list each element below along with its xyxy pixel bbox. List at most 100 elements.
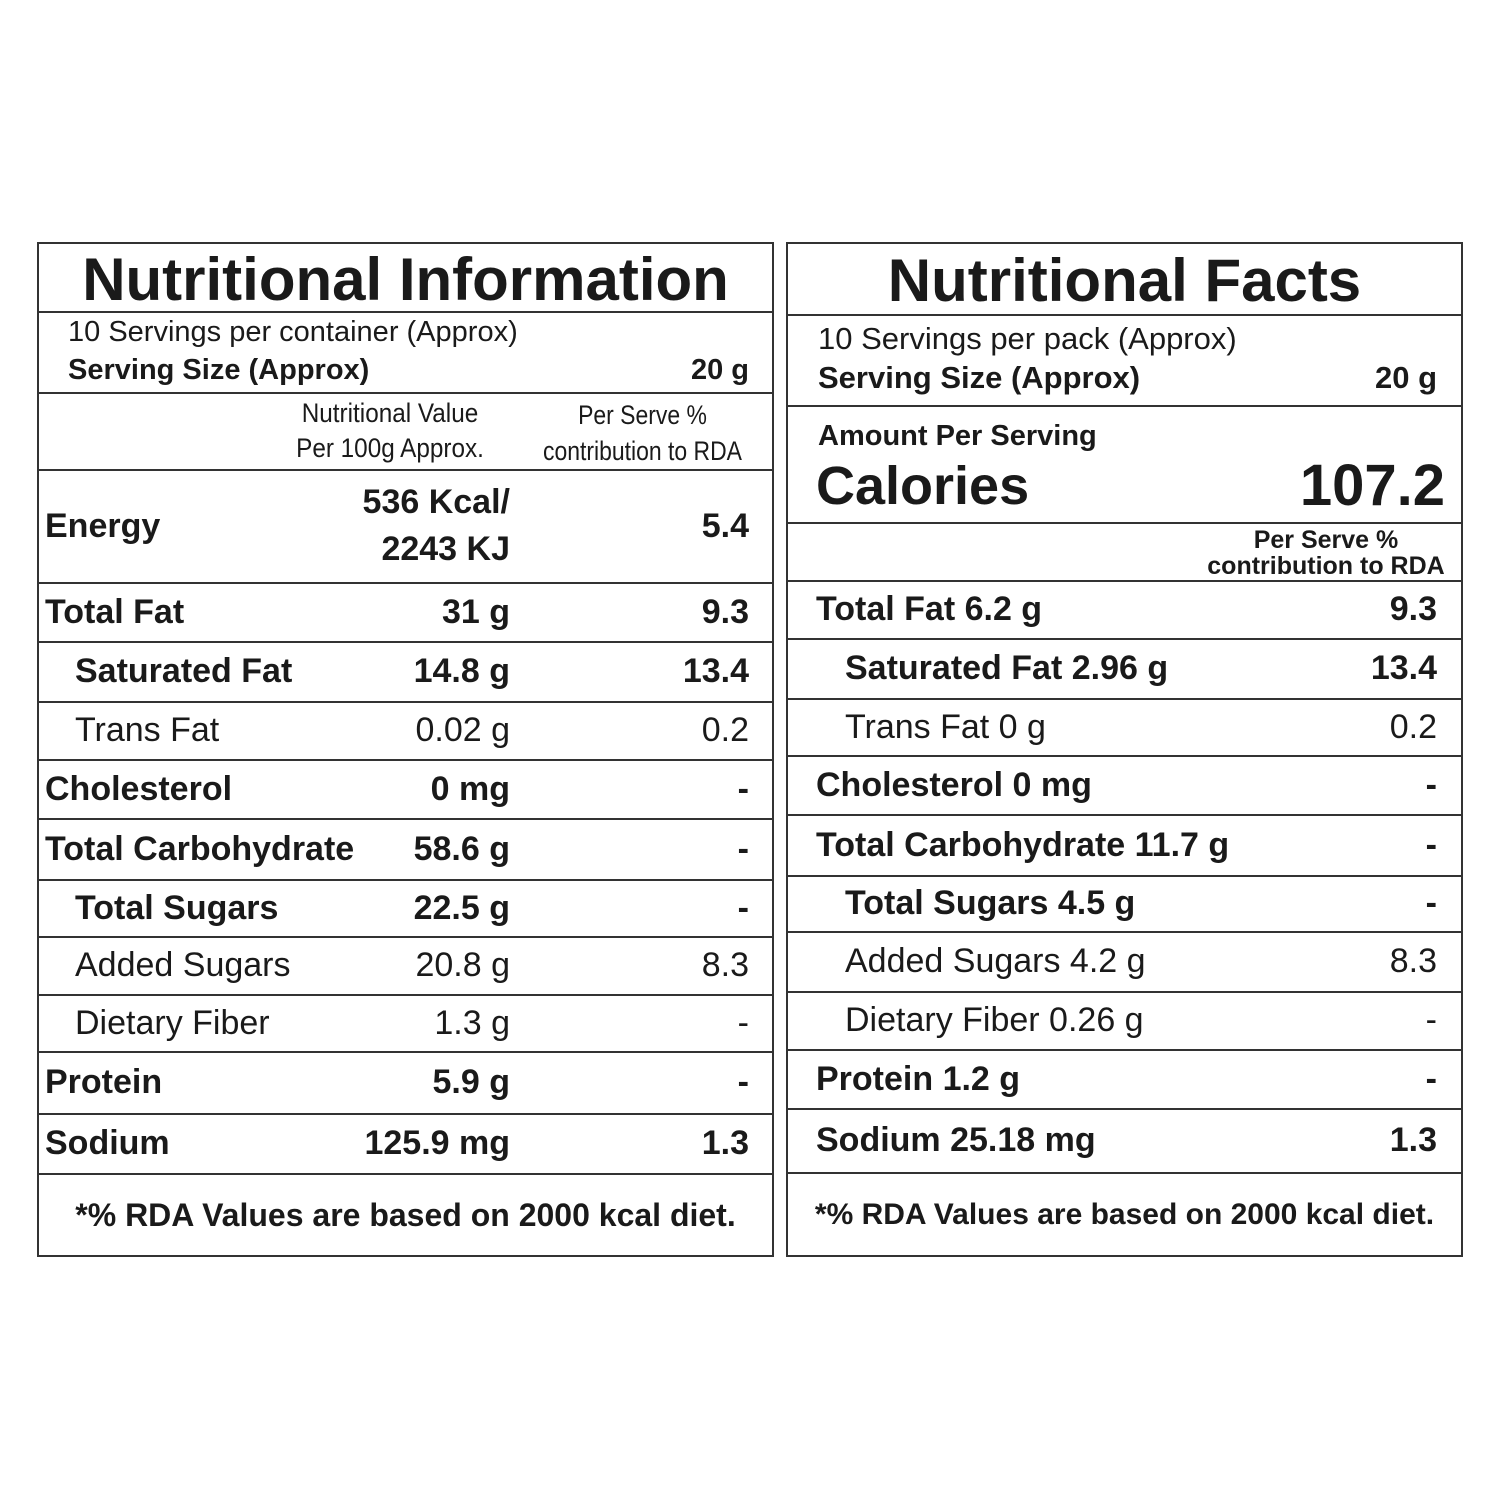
divider [787, 1108, 1462, 1110]
nutrient-value: 5.9 g [432, 1063, 510, 1102]
divider [38, 701, 773, 703]
divider [787, 580, 1462, 582]
nutrient-name: Sodium 25.18 mg [816, 1121, 1096, 1160]
rda-value: - [1425, 1059, 1437, 1098]
amount-label: Amount Per Serving [818, 419, 1097, 452]
nutrient-value: 1.3 g [434, 1003, 510, 1042]
nutrient-name: Total Sugars 4.5 g [845, 884, 1136, 923]
divider [787, 698, 1462, 700]
divider [38, 879, 773, 881]
divider [787, 1172, 1462, 1174]
nutrient-name: Dietary Fiber [75, 1003, 270, 1042]
rda-value: 13.4 [1370, 649, 1437, 688]
nutrient-value: 0 mg [430, 769, 510, 808]
rda-value: - [1425, 825, 1437, 864]
serving-size-label: Serving Size (Approx) [818, 359, 1141, 395]
nutrient-value: 58.6 g [413, 829, 510, 868]
nutrient-name: Protein 1.2 g [816, 1059, 1021, 1098]
divider [787, 1049, 1462, 1051]
nutrient-name: Cholesterol 0 mg [816, 765, 1092, 804]
rda-value: 8.3 [701, 946, 749, 985]
right-panel [786, 242, 1463, 1257]
nutrient-value: 22.5 g [413, 888, 510, 927]
divider [38, 936, 773, 938]
footnote: *% RDA Values are based on 2000 kcal die… [75, 1197, 736, 1234]
rda-value: 1.3 [701, 1124, 749, 1163]
divider [38, 392, 773, 394]
nutrient-name: Trans Fat 0 g [845, 707, 1046, 746]
nutrient-name: Dietary Fiber 0.26 g [845, 1001, 1144, 1040]
nutrient-name: Saturated Fat 2.96 g [845, 649, 1169, 688]
nutrient-value: 20.8 g [415, 946, 510, 985]
nutrient-name: Total Carbohydrate 11.7 g [816, 825, 1230, 864]
divider [38, 759, 773, 761]
divider [787, 405, 1462, 407]
nutrient-name: Total Sugars [75, 888, 279, 927]
divider [787, 814, 1462, 816]
nutrient-name: Total Carbohydrate [45, 829, 355, 868]
column-header: contribution to RDA [542, 435, 743, 466]
rda-value: 9.3 [1389, 590, 1437, 629]
serving-size-label: Serving Size (Approx) [68, 353, 370, 386]
rda-value: - [1425, 765, 1437, 804]
divider [787, 522, 1462, 524]
nutrient-value: 125.9 mg [364, 1124, 510, 1163]
rda-value: - [737, 1003, 749, 1042]
calories-label: Calories [816, 455, 1030, 516]
rda-value: - [737, 1063, 749, 1102]
divider [38, 994, 773, 996]
rda-value: 9.3 [701, 592, 749, 631]
serving-size-value: 20 g [690, 353, 749, 386]
divider [38, 641, 773, 643]
left-panel [37, 242, 774, 1257]
rda-value: - [737, 888, 749, 927]
rda-value: 13.4 [682, 652, 749, 691]
divider [787, 931, 1462, 933]
nutrient-name: Added Sugars 4.2 g [845, 942, 1146, 981]
column-header: Per Serve % [1253, 525, 1399, 554]
rda-value: - [1425, 884, 1437, 923]
column-header: contribution to RDA [1207, 551, 1445, 580]
rda-value: 1.3 [1389, 1121, 1437, 1160]
serving-size-value: 20 g [1374, 359, 1437, 395]
divider [787, 314, 1462, 316]
rda-value: - [1425, 1001, 1437, 1040]
divider [787, 875, 1462, 877]
column-header: Per 100g Approx. [296, 432, 484, 463]
column-header: Per Serve % [578, 399, 707, 430]
divider [787, 991, 1462, 993]
nutrient-name: Total Fat 6.2 g [816, 590, 1043, 629]
nutrient-name: Protein [45, 1063, 163, 1102]
divider [38, 1173, 773, 1175]
nutrient-value: 31 g [441, 592, 510, 631]
divider [38, 818, 773, 820]
divider [38, 311, 773, 313]
divider [787, 755, 1462, 757]
nutrient-name: Trans Fat [75, 711, 220, 750]
divider [38, 469, 773, 471]
calories-value: 107.2 [1299, 452, 1445, 518]
divider [787, 638, 1462, 640]
rda-value: - [737, 769, 749, 808]
nutrient-name: Added Sugars [75, 946, 291, 985]
nutrient-name: Saturated Fat [75, 652, 293, 691]
footnote: *% RDA Values are based on 2000 kcal die… [814, 1198, 1435, 1232]
rda-value: 0.2 [1389, 707, 1437, 746]
title: Nutritional Information [82, 245, 729, 313]
nutrient-name: Energy [45, 506, 161, 545]
column-header: Nutritional Value [301, 397, 479, 428]
nutrient-value: 14.8 g [413, 652, 510, 691]
nutrient-value: 0.02 g [415, 711, 510, 750]
divider [38, 1051, 773, 1053]
rda-value: 8.3 [1389, 942, 1437, 981]
nutrient-value: 2243 KJ [381, 529, 510, 568]
servings: 10 Servings per pack (Approx) [818, 320, 1237, 356]
nutrient-name: Sodium [45, 1124, 170, 1163]
nutrient-value: 536 Kcal/ [362, 483, 510, 522]
divider [38, 1113, 773, 1115]
rda-value: 0.2 [701, 711, 749, 750]
rda-value: 5.4 [701, 506, 749, 545]
rda-value: - [737, 829, 749, 868]
title: Nutritional Facts [887, 246, 1362, 314]
